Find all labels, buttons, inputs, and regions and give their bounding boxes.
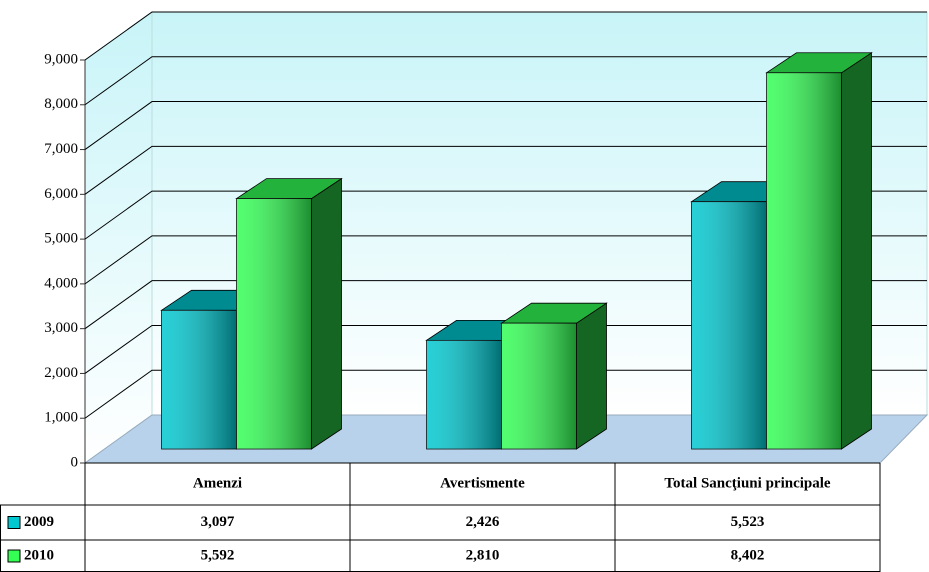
bar-top-shade — [236, 178, 342, 199]
bar-shade — [426, 340, 502, 449]
bar-shade — [161, 310, 237, 449]
bar-side-shade — [311, 178, 342, 449]
grid-line — [84, 190, 927, 240]
y-tick-label: 4,000 — [44, 275, 78, 291]
data-label: 5,523 — [731, 514, 765, 530]
grid-line — [84, 56, 927, 106]
bar-shade — [691, 201, 767, 449]
bar-side-shade — [576, 303, 607, 449]
x-tick-label: Total Sancţiuni principale — [664, 475, 830, 491]
y-tick-label: 2,000 — [44, 365, 78, 381]
y-tick-label: 6,000 — [44, 186, 78, 202]
x-tick-label: Amenzi — [193, 475, 242, 491]
y-tick-label: 9,000 — [44, 51, 78, 67]
bar-shade — [766, 72, 842, 450]
y-tick-label: 7,000 — [44, 141, 78, 157]
data-label: 5,592 — [201, 547, 235, 563]
data-label: 2,810 — [466, 547, 500, 563]
data-label: 2,426 — [466, 514, 500, 530]
legend-label: 2010 — [24, 547, 54, 563]
legend-label: 2009 — [24, 514, 54, 530]
y-tick-label: 3,000 — [44, 320, 78, 336]
bar-shade — [501, 323, 577, 449]
data-label: 8,402 — [731, 547, 765, 563]
grid-line — [84, 235, 927, 285]
grid-line — [84, 280, 927, 330]
bar-side-shade — [841, 52, 872, 450]
y-tick-label: 8,000 — [44, 96, 78, 112]
y-tick-label: 1,000 — [44, 410, 78, 426]
grid-line — [84, 101, 927, 150]
grid-line — [84, 11, 927, 61]
grid-line — [84, 145, 927, 195]
bar-shade — [236, 198, 312, 449]
bar-top-shade — [766, 52, 872, 73]
grid-line — [84, 369, 927, 419]
y-tick-label: 0 — [71, 454, 79, 470]
side-wall — [84, 11, 153, 464]
grid-line — [84, 324, 927, 374]
y-tick-label: 5,000 — [44, 231, 78, 247]
data-label: 3,097 — [201, 514, 235, 530]
x-tick-label: Avertismente — [440, 475, 525, 491]
legend-swatch — [7, 516, 21, 529]
legend-swatch — [7, 549, 21, 563]
bar-top-shade — [501, 303, 607, 324]
